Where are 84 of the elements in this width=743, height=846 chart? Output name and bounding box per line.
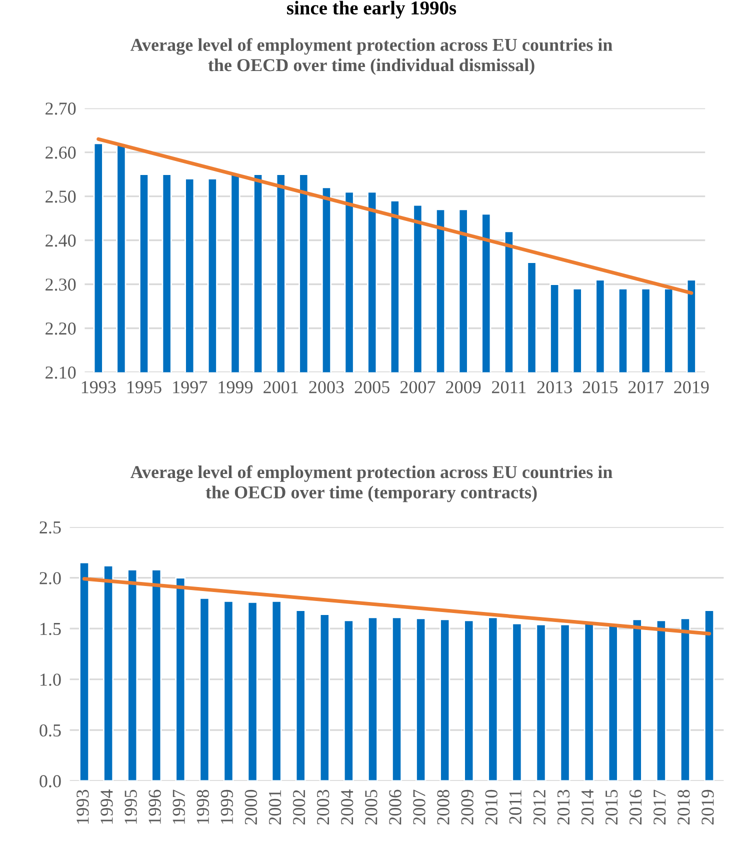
bar <box>367 616 378 781</box>
bar <box>416 618 426 781</box>
x-tick-label: 2004 <box>341 789 354 825</box>
bar <box>151 569 162 781</box>
x-tick-label: 2016 <box>629 790 642 825</box>
bar <box>295 610 306 781</box>
x-tick-label: 2013 <box>557 790 570 825</box>
x-tick-label: 2017 <box>628 381 664 394</box>
bar <box>488 616 498 781</box>
y-tick-label: 2.40 <box>46 234 76 247</box>
bar <box>680 618 690 781</box>
bar <box>127 569 138 781</box>
x-tick-label: 1993 <box>76 790 89 824</box>
x-tick-label: 2018 <box>678 790 690 825</box>
y-tick-label: 0.5 <box>40 724 61 737</box>
chart-title: Average level of employment protection across EU countries in the OECD over time (individual dismissal) <box>130 38 612 75</box>
x-tick-label: 2011 <box>492 381 526 394</box>
bar <box>392 616 402 781</box>
x-tick-label: 2015 <box>582 381 618 394</box>
x-tick-label: 2005 <box>354 381 390 394</box>
bar <box>536 624 546 781</box>
x-tick-label: 2019 <box>674 381 709 394</box>
x-tick-label: 2002 <box>292 790 306 825</box>
bar <box>223 600 234 781</box>
x-tick-label: 2014 <box>581 789 594 825</box>
y-tick-label: 2.10 <box>46 366 76 379</box>
y-tick-label: 2.60 <box>46 146 76 159</box>
x-tick-label: 2003 <box>309 381 344 394</box>
x-tick-label: 1999 <box>218 381 253 394</box>
bar <box>560 624 570 781</box>
bar <box>440 618 450 781</box>
bar <box>584 622 594 781</box>
x-tick-label: 2019 <box>702 790 714 825</box>
x-tick-label: 2008 <box>437 790 450 825</box>
bar <box>271 600 282 781</box>
bar <box>464 620 474 781</box>
x-tick-label: 1993 <box>82 381 116 394</box>
x-tick-label: 1995 <box>124 790 137 824</box>
bar <box>79 562 90 781</box>
x-tick-label: 2006 <box>389 790 402 825</box>
x-tick-label: 2015 <box>605 790 618 825</box>
x-tick-label: 2012 <box>533 790 546 825</box>
x-tick-label: 2000 <box>244 790 258 825</box>
x-tick-label: 2003 <box>316 790 330 825</box>
x-tick-label: 2010 <box>485 790 498 825</box>
bar <box>656 620 666 781</box>
y-tick-label: 2.20 <box>46 322 76 335</box>
bar <box>632 618 642 781</box>
x-tick-label: 2001 <box>268 790 282 825</box>
y-tick-label: 2.30 <box>46 278 76 291</box>
x-tick-label: 2009 <box>461 790 474 825</box>
y-tick-label: 1.0 <box>40 674 61 686</box>
bar <box>103 564 114 781</box>
bar <box>512 622 522 781</box>
x-tick-label: 2005 <box>365 790 378 825</box>
x-tick-label: 1994 <box>100 789 113 824</box>
bar <box>319 614 330 781</box>
bar <box>199 597 210 781</box>
chart-title: Average level of employment protection across EU countries in the OECD over time (temporary contracts) <box>130 465 612 502</box>
x-tick-label: 2001 <box>264 381 298 394</box>
x-tick-label: 1997 <box>172 790 185 824</box>
y-tick-label: 2.70 <box>46 102 76 115</box>
x-tick-label: 2013 <box>537 381 572 394</box>
x-tick-label: 2011 <box>509 790 522 824</box>
y-tick-label: 2.5 <box>40 521 61 534</box>
x-tick-label: 1995 <box>128 381 162 394</box>
y-tick-label: 2.50 <box>46 190 76 203</box>
y-tick-label: 0.0 <box>40 775 61 788</box>
bar <box>175 577 186 781</box>
y-tick-label: 2.0 <box>40 572 61 584</box>
x-tick-label: 1996 <box>148 790 161 824</box>
bar <box>247 601 258 781</box>
x-tick-label: 2007 <box>413 790 426 825</box>
bar <box>704 610 715 781</box>
y-tick-label: 1.5 <box>40 622 61 636</box>
bar <box>608 624 618 781</box>
x-tick-label: 1997 <box>173 381 208 394</box>
text: since the early 1990s <box>287 0 456 19</box>
x-tick-label: 1998 <box>196 790 209 824</box>
bar <box>343 620 354 781</box>
x-tick-label: 1999 <box>220 790 234 824</box>
x-tick-label: 2017 <box>654 790 666 825</box>
x-tick-label: 2009 <box>446 381 481 394</box>
x-tick-label: 2007 <box>400 381 436 394</box>
